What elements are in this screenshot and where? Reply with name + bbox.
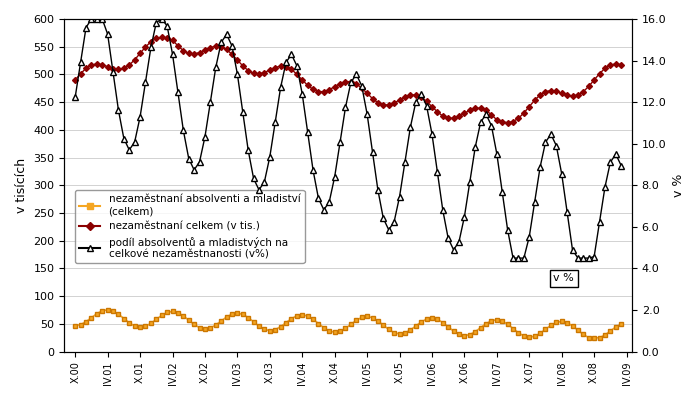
Text: v %: v % (554, 274, 574, 284)
Y-axis label: v tisících: v tisících (15, 158, 28, 213)
Y-axis label: v %: v % (672, 174, 685, 197)
Legend: nezaměstnaní absolventi a mladiství
(celkem), nezaměstnaní celkem (v tis.), podí: nezaměstnaní absolventi a mladiství (cel… (76, 190, 304, 263)
